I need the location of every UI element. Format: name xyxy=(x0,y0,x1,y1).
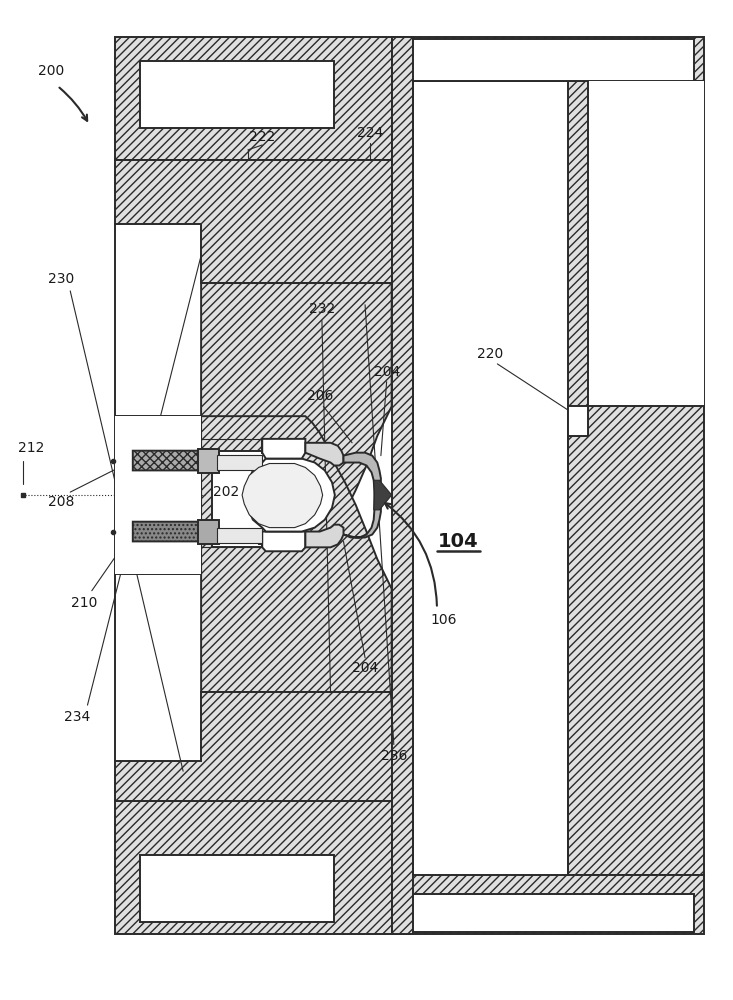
Bar xyxy=(140,61,334,128)
Text: 208: 208 xyxy=(48,495,74,509)
Polygon shape xyxy=(391,37,704,81)
Text: 212: 212 xyxy=(18,441,45,455)
Polygon shape xyxy=(262,532,306,547)
Bar xyxy=(406,39,693,81)
Bar xyxy=(140,855,334,922)
Text: 206: 206 xyxy=(306,389,333,403)
Bar xyxy=(197,520,219,544)
Polygon shape xyxy=(262,532,306,551)
Bar xyxy=(217,528,262,543)
Bar xyxy=(259,532,306,544)
Polygon shape xyxy=(201,416,391,692)
Polygon shape xyxy=(201,283,391,574)
Bar xyxy=(212,451,266,547)
Polygon shape xyxy=(115,37,391,160)
Polygon shape xyxy=(133,522,216,541)
Text: 104: 104 xyxy=(438,532,479,551)
Bar xyxy=(262,544,302,547)
Text: 232: 232 xyxy=(309,302,335,316)
Text: 236: 236 xyxy=(380,749,407,763)
Polygon shape xyxy=(115,160,391,283)
Text: 204: 204 xyxy=(352,661,378,675)
Polygon shape xyxy=(391,37,413,934)
Polygon shape xyxy=(262,439,306,459)
Bar xyxy=(217,455,262,470)
Text: 106: 106 xyxy=(431,613,457,627)
Polygon shape xyxy=(262,439,306,453)
Text: 200: 200 xyxy=(38,64,65,78)
Polygon shape xyxy=(374,480,391,510)
Polygon shape xyxy=(242,464,323,528)
Text: 202: 202 xyxy=(213,485,240,499)
Polygon shape xyxy=(115,692,391,801)
Polygon shape xyxy=(391,875,704,934)
Polygon shape xyxy=(306,525,344,547)
Polygon shape xyxy=(568,81,704,875)
Bar xyxy=(115,416,201,574)
Text: 234: 234 xyxy=(65,710,91,724)
Text: 222: 222 xyxy=(249,130,276,144)
Polygon shape xyxy=(344,453,381,537)
Polygon shape xyxy=(246,459,335,532)
Text: 204: 204 xyxy=(374,365,399,379)
Text: 220: 220 xyxy=(477,347,504,361)
Bar xyxy=(197,449,219,473)
Text: 224: 224 xyxy=(357,126,383,140)
Bar xyxy=(413,81,568,875)
Bar xyxy=(568,406,588,436)
Bar xyxy=(588,81,704,406)
Text: 210: 210 xyxy=(71,596,97,610)
Polygon shape xyxy=(115,801,391,934)
Text: 230: 230 xyxy=(48,272,74,286)
Polygon shape xyxy=(133,451,216,470)
Polygon shape xyxy=(306,443,344,465)
Bar xyxy=(406,894,693,932)
